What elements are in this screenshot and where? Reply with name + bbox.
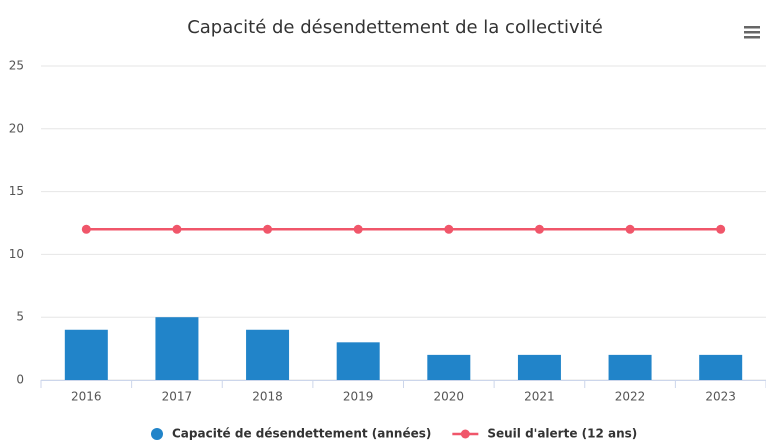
bar <box>517 354 561 380</box>
bar <box>155 317 199 380</box>
chart-title: Capacité de désendettement de la collect… <box>187 17 603 38</box>
bar <box>246 329 290 380</box>
y-tick-label: 20 <box>9 121 24 135</box>
x-tick-label: 2020 <box>434 390 465 404</box>
x-tick-label: 2023 <box>705 390 736 404</box>
y-tick-label: 10 <box>9 247 24 261</box>
line-point <box>534 224 544 234</box>
line-point <box>444 224 454 234</box>
line-point <box>716 224 726 234</box>
x-tick-label: 2017 <box>162 390 193 404</box>
y-tick-label: 0 <box>16 373 24 387</box>
x-tick-label: 2022 <box>615 390 646 404</box>
menu-bar[interactable] <box>744 36 760 39</box>
legend-label: Seuil d'alerte (12 ans) <box>487 427 637 441</box>
line-point <box>625 224 635 234</box>
y-tick-label: 5 <box>16 310 24 324</box>
menu-button[interactable] <box>744 26 760 39</box>
x-tick-label: 2021 <box>524 390 555 404</box>
bar <box>608 354 652 380</box>
line-point <box>263 224 273 234</box>
legend-symbol <box>151 428 163 440</box>
line-point <box>172 224 182 234</box>
bar <box>427 354 471 380</box>
y-tick-label: 25 <box>9 59 24 73</box>
line-point <box>353 224 363 234</box>
line-point <box>81 224 91 234</box>
x-tick-label: 2016 <box>71 390 102 404</box>
menu-bar[interactable] <box>744 26 760 29</box>
menu-bar[interactable] <box>744 31 760 34</box>
legend-label: Capacité de désendettement (années) <box>172 427 431 441</box>
bar <box>64 329 108 380</box>
bar <box>336 342 380 380</box>
legend-symbol <box>460 429 470 439</box>
x-tick-label: 2018 <box>252 390 283 404</box>
x-tick-label: 2019 <box>343 390 374 404</box>
bar <box>699 354 743 380</box>
y-tick-label: 15 <box>9 184 24 198</box>
